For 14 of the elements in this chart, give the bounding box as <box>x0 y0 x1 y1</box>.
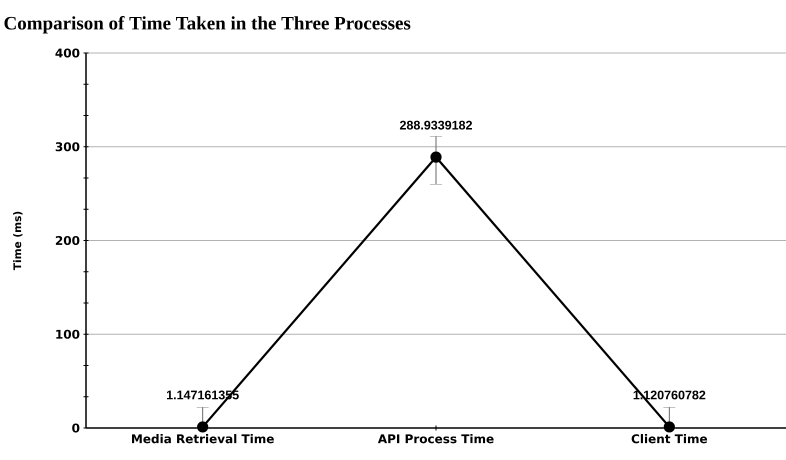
point <box>430 152 442 163</box>
y-tick-label: 300 <box>56 142 80 152</box>
y-tick-label: 100 <box>56 330 80 339</box>
chart-title: Comparison of Time Taken in the Three Processes <box>4 16 410 34</box>
y-axis-title: Time (ms) <box>13 212 22 270</box>
x-tick-label: Client Time <box>632 434 708 444</box>
point <box>664 421 675 433</box>
y-tick-label: 400 <box>55 48 80 58</box>
data-label: 288.9339182 <box>400 120 472 130</box>
y-tick-label: 200 <box>56 236 80 246</box>
x-tick-label: Media Retrieval Time <box>132 434 274 444</box>
x-tick-label: API Process Time <box>378 434 494 444</box>
y-tick-label: 0 <box>72 423 80 433</box>
point <box>197 421 208 433</box>
